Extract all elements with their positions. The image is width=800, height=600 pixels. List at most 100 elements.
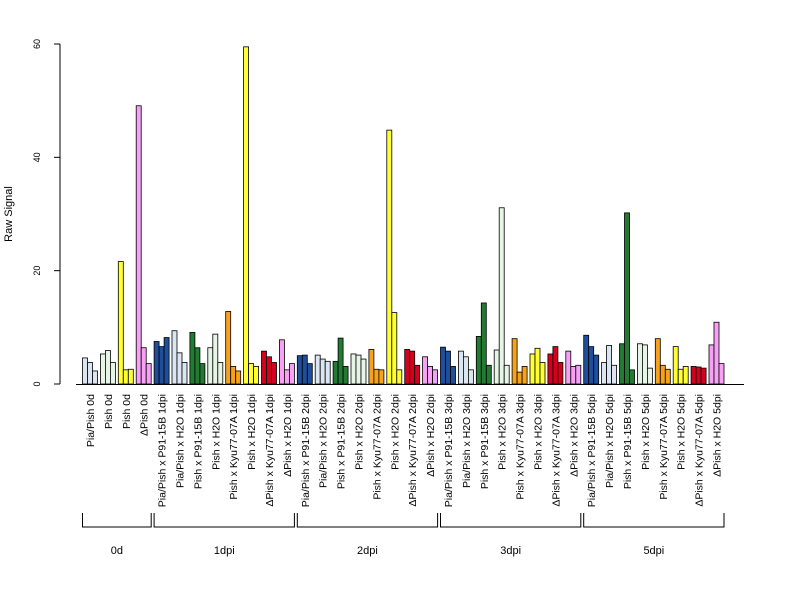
category-label: Pish x H2O 1dpi	[210, 394, 222, 470]
bar	[593, 354, 600, 385]
bar	[100, 353, 106, 385]
category-label: Pish x H2O 1dpi	[246, 394, 258, 470]
bar	[332, 360, 339, 385]
bar	[301, 354, 308, 385]
bar	[475, 335, 482, 385]
category-label: Pish x H2O 2dpi	[354, 394, 366, 470]
bar	[619, 343, 625, 385]
category-label: Pish x H2O 5dpi	[676, 394, 688, 470]
bars	[82, 46, 725, 385]
bar	[570, 366, 577, 385]
bar	[503, 364, 510, 385]
bar	[181, 362, 188, 385]
category-label: ΔPish x Kyu77-07A 3dpi	[550, 394, 562, 507]
bar	[350, 353, 357, 385]
bar	[105, 350, 111, 385]
category-label: Pia/Pish x P91-15B 3dpi	[443, 394, 455, 507]
group-brackets: 0d 1dpi 2dpi 3dpi 5dpi	[82, 513, 725, 557]
bar	[457, 350, 464, 385]
bar	[677, 368, 684, 385]
bar	[127, 368, 134, 385]
category-label: Pish x Kyu77-07A 5dpi	[658, 394, 670, 500]
y-axis: 0 20 40 60	[32, 39, 61, 387]
bar	[122, 369, 129, 385]
bar	[306, 363, 313, 385]
bar	[92, 370, 98, 385]
bar	[253, 366, 260, 385]
category-label: ΔPish x H2O 3dpi	[568, 394, 580, 477]
bar	[695, 366, 702, 385]
group-bracket	[583, 513, 725, 528]
category-label: Pish x H2O 5dpi	[640, 394, 652, 470]
bar	[378, 369, 385, 385]
category-label: ΔPish x H2O 1dpi	[282, 394, 294, 477]
category-label: Pish x P91-15B 5dpi	[622, 394, 634, 489]
bar	[145, 363, 152, 385]
category-label: ΔPish x Kyu77-07A 2dpi	[407, 394, 419, 507]
group-bracket	[440, 513, 582, 528]
bar	[248, 363, 255, 385]
bar	[319, 358, 326, 385]
bar	[171, 330, 178, 385]
bar	[552, 346, 559, 385]
bar	[664, 368, 671, 385]
bar	[690, 366, 697, 385]
category-label: Pia/Pish x P91-15B 1dpi	[157, 394, 169, 507]
bar	[427, 366, 434, 385]
bar	[713, 321, 720, 385]
bar	[485, 364, 492, 385]
bar	[629, 369, 635, 385]
bar	[266, 356, 272, 385]
bar	[135, 105, 142, 385]
bar	[642, 344, 648, 385]
bar	[611, 364, 617, 385]
bar	[368, 349, 375, 385]
bar	[414, 364, 421, 385]
bar	[445, 350, 451, 385]
bar	[516, 371, 523, 385]
category-label: Pish x P91-15B 1dpi	[192, 394, 204, 489]
group-label: 2dpi	[357, 545, 378, 557]
category-label: Pish 0d	[103, 394, 115, 429]
bar	[708, 344, 715, 385]
bar	[539, 362, 546, 385]
bar	[440, 346, 446, 385]
category-label: Pish x P91-15B 2dpi	[336, 394, 348, 489]
bar	[583, 334, 590, 385]
bar	[283, 369, 290, 385]
group-bracket	[153, 513, 295, 528]
bar	[462, 356, 469, 385]
bar	[189, 332, 196, 385]
bar	[588, 346, 595, 385]
category-label: Pia/Pish x P91-15B 5dpi	[586, 394, 598, 507]
bar	[575, 364, 582, 385]
bar	[342, 366, 349, 385]
bar	[498, 207, 505, 385]
category-label: Pia/Pish x H2O 2dpi	[318, 394, 330, 488]
y-tick-label: 0	[32, 381, 42, 386]
bar	[243, 46, 250, 385]
bar	[547, 353, 554, 385]
category-label: Pia/Pish x P91-15B 2dpi	[300, 394, 312, 507]
category-label: Pia/Pish x H2O 1dpi	[175, 394, 187, 488]
bar	[217, 362, 224, 385]
bar	[534, 347, 541, 385]
bar	[654, 338, 661, 385]
category-label: Pish x Kyu77-07A 2dpi	[371, 394, 383, 500]
category-label: ΔPish 0d	[139, 394, 151, 436]
bar	[511, 338, 518, 385]
category-label: ΔPish x H2O 5dpi	[712, 394, 724, 477]
bar	[396, 369, 403, 385]
group-label: 0d	[111, 545, 123, 557]
y-tick-label: 20	[32, 266, 42, 276]
bar	[153, 341, 160, 385]
bar	[199, 363, 206, 385]
bar	[409, 350, 416, 385]
bar	[163, 337, 170, 385]
bar	[391, 312, 398, 385]
bar	[212, 333, 219, 385]
bar	[117, 261, 124, 385]
bar	[718, 363, 725, 385]
bar	[230, 366, 237, 385]
